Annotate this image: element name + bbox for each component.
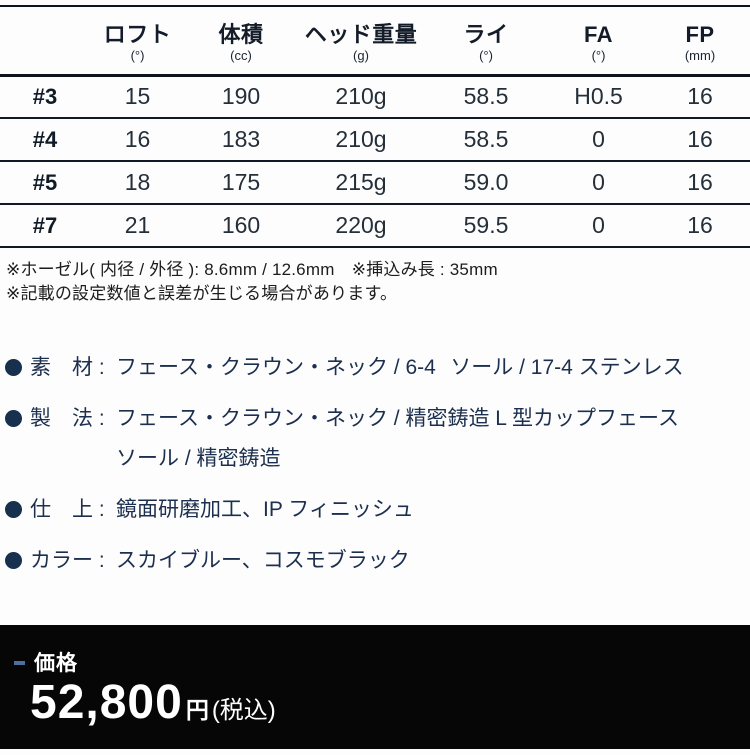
header-fa: FA (°) — [547, 6, 650, 75]
header-head-weight-unit: (g) — [353, 48, 369, 64]
spec-line: ソール / 17-4 ステンレス — [450, 356, 684, 379]
value-cell: 210g — [335, 83, 387, 110]
value-cell: 220g — [335, 212, 387, 238]
spec-line: 鏡面研磨加工、IP フィニッシュ — [116, 498, 414, 521]
club-spec-table: ロフト (°) 体積 (cc) ヘッド重量 (g) ライ (°) FA (°) … — [0, 5, 750, 248]
header-head-weight: ヘッド重量 (g) — [297, 6, 425, 75]
club-cell: #3 — [32, 83, 58, 109]
value-cell: 21 — [124, 212, 151, 238]
table-row: #5 18 175 215g 59.0 0 16 — [0, 161, 750, 204]
spec-label-finish: 仕 上 : — [30, 498, 105, 521]
spec-item-material: 素 材 : フェース・クラウン・ネック / 6-4 ソール / 17-4 ステン… — [4, 348, 750, 388]
club-cell: #5 — [32, 169, 58, 195]
price-tax-note: (税込) — [211, 697, 276, 724]
value-cell: 58.5 — [463, 126, 509, 152]
value-cell: 59.5 — [463, 212, 509, 238]
value-cell: 210g — [335, 126, 387, 152]
header-volume: 体積 (cc) — [185, 6, 297, 75]
header-fp: FP (mm) — [650, 6, 750, 75]
value-cell: 15 — [124, 83, 151, 110]
spec-label-method: 製 法 : — [30, 407, 105, 430]
value-cell: 16 — [687, 169, 713, 195]
bullet-icon — [5, 552, 22, 569]
spec-line: フェース・クラウン・ネック / 精密鋳造 L 型カップフェース — [116, 407, 679, 430]
price-currency: 円 — [185, 697, 209, 723]
spec-item-method: 製 法 : フェース・クラウン・ネック / 精密鋳造 L 型カップフェース ソー… — [4, 399, 750, 479]
price-amount: 52,800 — [30, 676, 183, 729]
value-cell: 215g — [335, 169, 387, 195]
value-cell: 175 — [221, 169, 261, 195]
price-value: 52,800 円 (税込) — [30, 676, 276, 730]
header-fa-label: FA — [583, 22, 614, 48]
header-volume-label: 体積 — [218, 22, 264, 48]
spec-line: スカイブルー、コスモブラック — [116, 549, 410, 572]
header-lie-unit: (°) — [479, 48, 493, 64]
spec-label-color: カラー : — [30, 549, 105, 572]
header-club-blank — [0, 6, 90, 75]
price-label: 価格 — [34, 652, 78, 675]
price-section: 価格 52,800 円 (税込) — [0, 625, 750, 749]
club-cell: #4 — [32, 126, 58, 152]
header-fp-unit: (mm) — [684, 48, 716, 64]
header-lie-label: ライ — [463, 22, 509, 48]
value-cell: 16 — [687, 212, 713, 238]
value-cell: 59.0 — [463, 169, 509, 195]
value-cell: 160 — [221, 212, 261, 238]
value-cell: 16 — [687, 83, 713, 110]
bullet-icon — [5, 359, 22, 376]
header-loft-label: ロフト — [103, 22, 172, 48]
value-cell: 190 — [221, 83, 261, 110]
note-hosel: ※ホーゼル( 内径 / 外径 ): 8.6mm / 12.6mm ※挿込み長 :… — [6, 260, 498, 279]
note-disclaimer: ※記載の設定数値と誤差が生じる場合があります。 — [6, 284, 398, 303]
spec-item-color: カラー : スカイブルー、コスモブラック — [4, 541, 750, 581]
spec-label-material: 素 材 : — [30, 356, 105, 379]
value-cell: 0 — [592, 126, 605, 152]
bullet-icon — [5, 501, 22, 518]
spec-line: ソール / 精密鋳造 — [116, 447, 281, 470]
value-cell: 183 — [221, 126, 261, 152]
value-cell: 0 — [592, 212, 605, 238]
spec-line: フェース・クラウン・ネック / 6-4 — [116, 356, 436, 379]
value-cell: H0.5 — [574, 83, 623, 110]
price-accent-dash-icon — [14, 661, 25, 665]
product-spec-list: 素 材 : フェース・クラウン・ネック / 6-4 ソール / 17-4 ステン… — [4, 348, 750, 581]
header-lie: ライ (°) — [425, 6, 547, 75]
value-cell: 18 — [124, 169, 151, 195]
table-header-row: ロフト (°) 体積 (cc) ヘッド重量 (g) ライ (°) FA (°) … — [0, 6, 750, 75]
footnotes: ※ホーゼル( 内径 / 外径 ): 8.6mm / 12.6mm ※挿込み長 :… — [6, 258, 750, 306]
table-row: #7 21 160 220g 59.5 0 16 — [0, 204, 750, 247]
table-row: #4 16 183 210g 58.5 0 16 — [0, 118, 750, 161]
bullet-icon — [5, 410, 22, 427]
header-loft: ロフト (°) — [90, 6, 185, 75]
table-row: #3 15 190 210g 58.5 H0.5 16 — [0, 75, 750, 118]
club-cell: #7 — [32, 212, 58, 238]
value-cell: 0 — [592, 169, 605, 195]
header-loft-unit: (°) — [130, 48, 145, 64]
header-fa-unit: (°) — [591, 48, 606, 64]
value-cell: 16 — [687, 126, 713, 152]
spec-item-finish: 仕 上 : 鏡面研磨加工、IP フィニッシュ — [4, 490, 750, 530]
header-head-weight-label: ヘッド重量 — [304, 22, 418, 48]
value-cell: 16 — [124, 126, 151, 152]
header-volume-unit: (cc) — [230, 48, 252, 64]
value-cell: 58.5 — [463, 83, 509, 110]
header-fp-label: FP — [685, 22, 715, 48]
